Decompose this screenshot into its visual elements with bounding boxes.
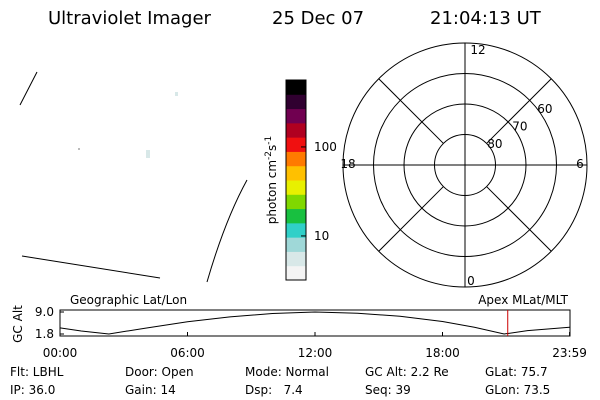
info-field: Door: Open [125, 365, 194, 379]
color-step [286, 251, 306, 267]
title: Ultraviolet Imager [48, 8, 212, 29]
label-exp: -2 [264, 151, 274, 160]
orbit-plot: Geographic Lat/Lon Apex MLat/MLT GC Alt 9.0… [11, 293, 587, 360]
mlt-label: 6 [576, 157, 584, 171]
image [19, 71, 248, 283]
mlt-label: 18 [340, 157, 355, 171]
color-step [286, 222, 306, 238]
y-tick-label: 1.8 [35, 327, 54, 341]
label-text: photon cm [265, 160, 279, 224]
label-exp: -1 [264, 136, 274, 145]
x-tick-label: 18:00 [425, 346, 460, 360]
lat-label: 70 [512, 120, 527, 134]
x-tick-label: 00:00 [43, 346, 78, 360]
date: 25 Dec 07 [272, 8, 364, 29]
color-step [286, 151, 306, 167]
color-step [286, 265, 306, 281]
colorbar-label: photon cm-2s-1 [264, 136, 279, 225]
color-step [286, 94, 306, 110]
info-field: GLat: 75.7 [485, 365, 548, 379]
mlt-label: 0 [467, 274, 475, 288]
time: 21:04:13 UT [430, 8, 542, 29]
meridian [486, 186, 552, 252]
info-field: Seq: 39 [365, 383, 411, 397]
x-tick-label: 06:00 [170, 346, 205, 360]
tick-label: 10 [314, 229, 329, 243]
mlt-label: 12 [470, 43, 485, 57]
tick-label: 100 [314, 140, 337, 154]
plot-title: Geographic Lat/Lon [70, 293, 187, 307]
altitude-line [59, 311, 570, 335]
info-field: Dsp: 7.4 [245, 383, 303, 397]
meridian [486, 78, 552, 144]
y-tick-label: 9.0 [35, 305, 54, 319]
colorbar-frame [285, 79, 307, 281]
limb [21, 255, 161, 279]
info-field: Gain: 14 [125, 383, 176, 397]
limb [19, 71, 38, 106]
color-step [286, 165, 306, 181]
color-step [286, 237, 306, 252]
info-panel: Flt: LBHL Door: Open Mode: Normal GC Alt: 2… [10, 365, 550, 397]
color-step [286, 137, 306, 152]
pixel [78, 148, 80, 150]
label-text: s [265, 145, 279, 151]
plot-title: Apex MLat/MLT [478, 293, 568, 307]
color-step [286, 108, 306, 124]
color-step [286, 208, 306, 224]
color-step [286, 194, 306, 210]
y-axis-label: GC Alt [11, 305, 25, 343]
colorbar: 10 100 [285, 79, 337, 281]
info-field: IP: 36.0 [10, 383, 55, 397]
info-field: Mode: Normal [245, 365, 329, 379]
limb [206, 179, 248, 283]
meridian [378, 186, 444, 252]
info-field: GLon: 73.5 [485, 383, 550, 397]
lat-label: 60 [537, 102, 552, 116]
x-tick-label: 12:00 [298, 346, 333, 360]
meridian [378, 78, 444, 144]
color-step [286, 122, 306, 138]
color-step [286, 80, 306, 95]
pixel [175, 92, 178, 96]
info-field: Flt: LBHL [10, 365, 64, 379]
info-field: GC Alt: 2.2 Re [365, 365, 449, 379]
x-tick-label: 23:59 [552, 346, 587, 360]
pixel [146, 150, 150, 158]
lat-label: 80 [487, 137, 502, 151]
color-step [286, 180, 306, 195]
